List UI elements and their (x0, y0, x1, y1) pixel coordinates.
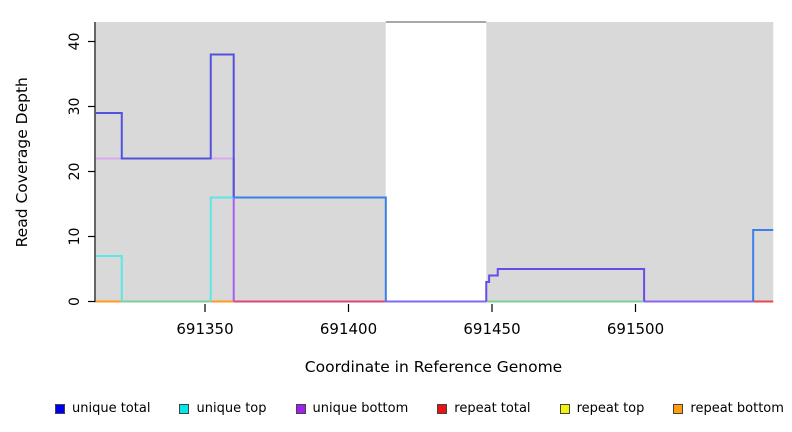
legend-item-unique-total: unique total (55, 401, 150, 416)
legend-label-unique-total: unique total (72, 401, 151, 416)
legend-swatch-icon-unique-bottom (295, 403, 306, 414)
legend-label-repeat-total: repeat total (454, 401, 531, 416)
legend-label-repeat-bottom: repeat bottom (690, 401, 784, 416)
y-tick-label: 40 (67, 33, 83, 51)
plot-canvas: 0 10 20 30 40 691350 691400 691450 691500 Coordin… (13, 21, 774, 376)
legend-item-unique-top: unique top (179, 401, 267, 416)
unique-total-16 (233, 196, 387, 302)
y-axis-title: Read Coverage Depth (13, 77, 31, 247)
legend-item-repeat-total: repeat total (437, 401, 531, 416)
legend-label-unique-bottom: unique bottom (312, 401, 409, 416)
uncovered-gap (385, 22, 487, 303)
y-tick-label: 0 (67, 297, 83, 306)
unique-bottom-steps (485, 268, 646, 302)
unique-total-left (95, 53, 235, 198)
unique-top-7 (95, 255, 123, 302)
covered-region-left (95, 22, 386, 303)
unique-total-11 (752, 229, 774, 302)
legend-swatch-icon-repeat-top (559, 403, 570, 414)
legend-item-repeat-top: repeat top (559, 401, 645, 416)
x-tick-label: 691400 (320, 320, 377, 338)
legend-label-unique-top: unique top (196, 401, 267, 416)
y-tick-label: 10 (67, 228, 83, 246)
legend-swatch-icon-unique-top (179, 403, 190, 414)
legend-item-repeat-bottom: repeat bottom (673, 401, 784, 416)
x-tick-label: 691500 (607, 320, 664, 338)
covered-region-right (486, 22, 774, 303)
legend: unique total unique top unique bottom repea… (55, 401, 784, 416)
legend-item-unique-bottom: unique bottom (295, 401, 409, 416)
y-tick-label: 30 (67, 98, 83, 116)
y-tick-label: 20 (67, 163, 83, 181)
x-tick-label: 691350 (176, 320, 233, 338)
legend-label-repeat-top: repeat top (576, 401, 645, 416)
legend-swatch-icon-repeat-bottom (673, 403, 684, 414)
x-axis-title: Coordinate in Reference Genome (305, 358, 562, 376)
legend-swatch-icon-repeat-total (437, 403, 448, 414)
x-tick-label: 691450 (463, 320, 520, 338)
legend-swatch-icon-unique-total (55, 403, 65, 414)
